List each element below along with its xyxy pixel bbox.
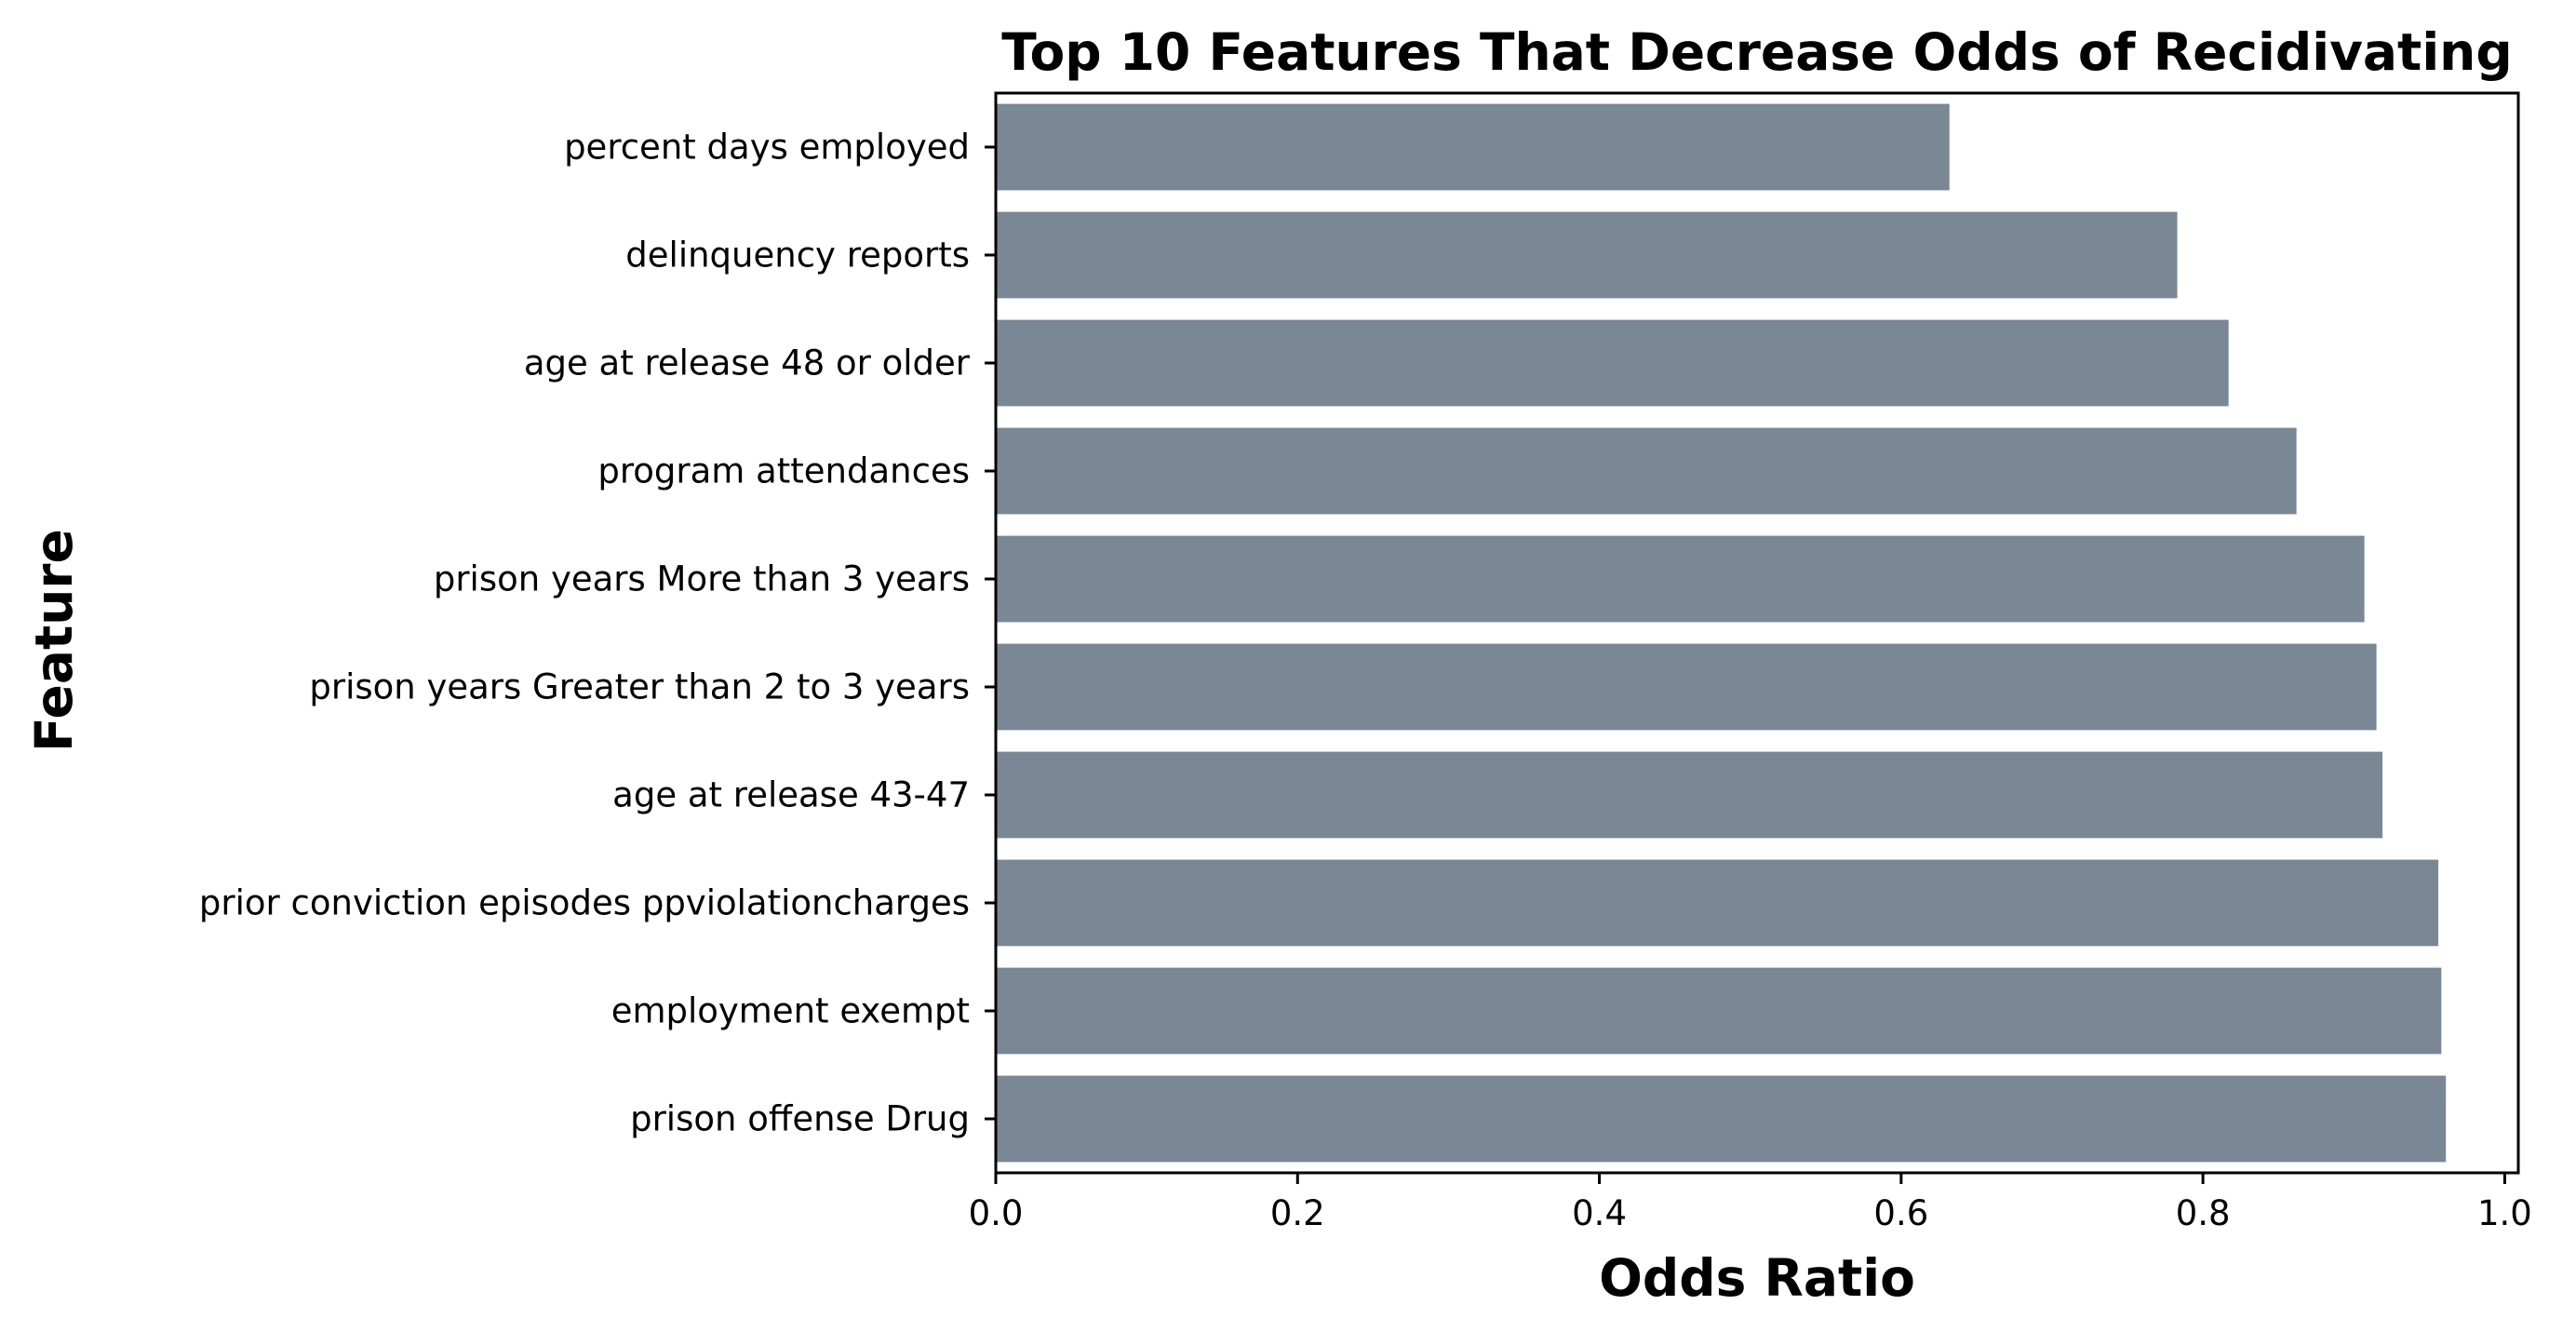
chart-title: Top 10 Features That Decrease Odds of Re… xyxy=(1001,22,2512,82)
y-tick-label: age at release 48 or older xyxy=(524,343,971,383)
plot-frame xyxy=(994,91,2520,1175)
x-tick-label: 0.6 xyxy=(1873,1193,1928,1233)
y-tick-label: prison offense Drug xyxy=(630,1099,970,1139)
bar-7 xyxy=(996,859,2439,947)
y-tick-label: percent days employed xyxy=(564,128,970,168)
bar-6 xyxy=(996,751,2383,839)
y-axis-title: Feature xyxy=(24,529,84,752)
y-tick-label: prison years More than 3 years xyxy=(434,559,970,599)
bar-2 xyxy=(996,319,2229,407)
y-tick-label: delinquency reports xyxy=(625,235,970,276)
x-axis: 0.0 0.2 0.4 0.6 0.8 1.0 xyxy=(969,1173,2532,1233)
bar-9 xyxy=(996,1075,2447,1163)
y-axis: percent days employed delinquency reports… xyxy=(199,128,996,1139)
x-tick-label: 0.4 xyxy=(1572,1193,1627,1233)
y-tick-label: prison years Greater than 2 to 3 years xyxy=(309,667,970,707)
bar-8 xyxy=(996,967,2442,1055)
bar-3 xyxy=(996,427,2297,515)
bar-0 xyxy=(996,103,1950,191)
bars-layer xyxy=(996,103,2447,1163)
x-tick-label: 0.2 xyxy=(1270,1193,1325,1233)
x-axis-title: Odds Ratio xyxy=(1599,1248,1915,1308)
x-tick-label: 0.0 xyxy=(969,1193,1024,1233)
x-tick-label: 1.0 xyxy=(2477,1193,2532,1233)
y-tick-label: age at release 43-47 xyxy=(612,775,970,815)
bar-5 xyxy=(996,643,2377,731)
bar-1 xyxy=(996,211,2178,299)
bar-4 xyxy=(996,535,2365,623)
x-tick-label: 0.8 xyxy=(2176,1193,2231,1233)
y-tick-label: program attendances xyxy=(597,451,970,491)
y-tick-label: employment exempt xyxy=(611,991,970,1031)
y-tick-label: prior conviction episodes ppviolationcha… xyxy=(199,883,970,923)
